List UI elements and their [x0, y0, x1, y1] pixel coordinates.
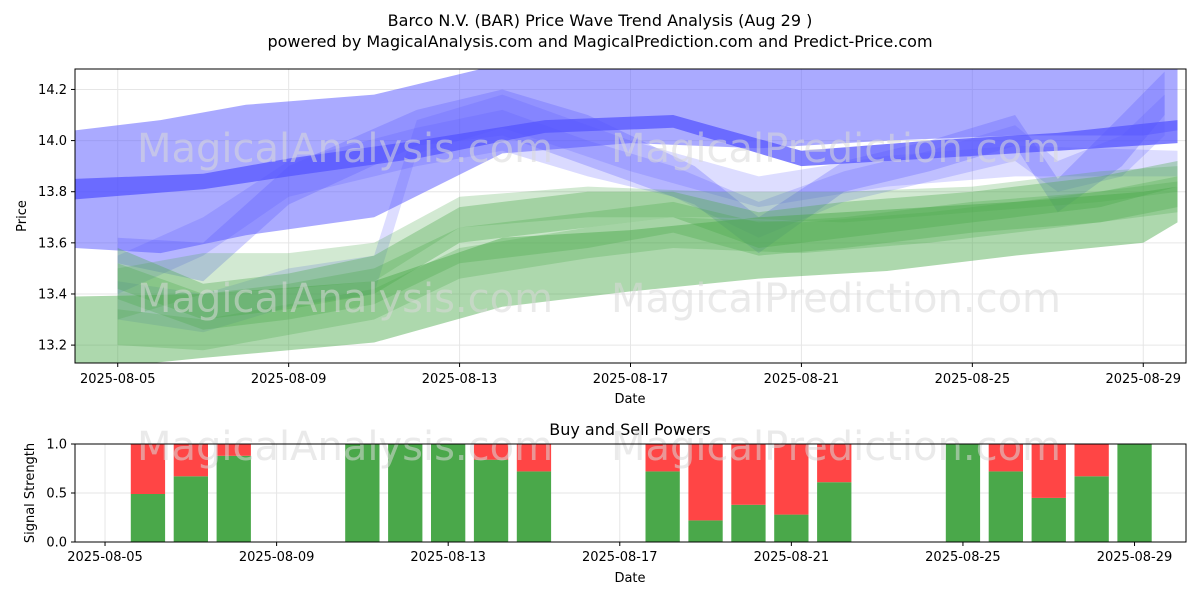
- watermark-left-bottom: MagicalAnalysis.com: [137, 424, 553, 470]
- sell-bar: [688, 444, 723, 521]
- buy-bar: [645, 471, 680, 542]
- sell-bar: [817, 444, 852, 483]
- signal-axis-ticks: 0.0 0.5 1.0 2025-08-05 2025-08-09 2025-08-13 2…: [46, 438, 1172, 566]
- buy-bar: [988, 471, 1023, 542]
- sell-bar: [173, 444, 208, 477]
- signal-x-tick-label: 2025-08-21: [754, 550, 830, 565]
- price-x-tick-label: 2025-08-13: [422, 372, 498, 387]
- watermark-right-mid: MagicalPrediction.com: [611, 276, 1061, 322]
- buy-bar: [1117, 444, 1152, 542]
- price-x-tick-label: 2025-08-29: [1105, 372, 1181, 387]
- watermark-left-mid: MagicalAnalysis.com: [137, 276, 553, 322]
- buy-bar: [388, 444, 423, 542]
- price-y-tick-label: 13.8: [38, 185, 67, 200]
- price-band-blue-4: [117, 94, 1178, 333]
- buy-bar: [774, 514, 809, 542]
- sell-bar: [774, 444, 809, 515]
- signal-x-tick-label: 2025-08-17: [582, 550, 658, 565]
- signal-x-tick-label: 2025-08-05: [67, 550, 143, 565]
- signal-x-tick-label: 2025-08-13: [410, 550, 486, 565]
- signal-x-axis-label: Date: [614, 571, 645, 586]
- price-axis-ticks: 13.2 13.4 13.6 13.8 14.0 14.2 2025-08-05 2025-0…: [38, 83, 1181, 387]
- sell-bar: [645, 444, 680, 472]
- price-y-tick-label: 13.2: [38, 339, 67, 354]
- signal-x-tick-label: 2025-08-09: [239, 550, 315, 565]
- signal-y-axis-label: Signal Strength: [23, 443, 38, 543]
- chart-title: Barco N.V. (BAR) Price Wave Trend Analys…: [388, 11, 813, 30]
- signal-panel-title: Buy and Sell Powers: [549, 420, 711, 439]
- price-band-blue-2: [117, 71, 1165, 282]
- buy-bar: [345, 444, 380, 542]
- price-bands: [75, 69, 1178, 363]
- price-x-tick-label: 2025-08-25: [935, 372, 1011, 387]
- buy-bar: [1031, 497, 1066, 542]
- price-y-axis-label: Price: [15, 200, 30, 232]
- price-y-tick-label: 14.2: [38, 83, 67, 98]
- buy-bar: [473, 459, 509, 542]
- price-x-tick-label: 2025-08-17: [593, 372, 669, 387]
- buy-bar: [173, 476, 208, 542]
- sell-bar: [1031, 444, 1066, 498]
- sell-bar: [473, 444, 509, 460]
- buy-bar: [688, 520, 723, 542]
- watermark-right-bottom: MagicalPrediction.com: [611, 424, 1061, 470]
- buy-bar: [516, 471, 552, 542]
- sell-bar: [988, 444, 1023, 472]
- price-band-blue-3: [117, 94, 1165, 294]
- signal-y-tick-label: 0.0: [46, 536, 67, 551]
- signal-x-tick-label: 2025-08-29: [1097, 550, 1173, 565]
- watermark-left-top: MagicalAnalysis.com: [137, 126, 553, 172]
- sell-bar: [1074, 444, 1109, 477]
- price-band-green-9: [117, 166, 1178, 320]
- price-band-green-8: [117, 181, 1178, 351]
- sell-bar: [516, 444, 552, 472]
- price-panel: MagicalAnalysis.com MagicalPrediction.co…: [15, 68, 1187, 407]
- price-y-tick-label: 13.6: [38, 236, 67, 251]
- price-y-tick-label: 13.4: [38, 287, 67, 302]
- buy-bar: [431, 444, 466, 542]
- price-band-green-7: [117, 176, 1178, 330]
- sell-bar: [731, 444, 766, 505]
- signal-y-tick-label: 1.0: [46, 438, 67, 453]
- signal-bars: [130, 444, 1152, 542]
- price-band-green-5: [75, 186, 1178, 363]
- signal-x-tick-label: 2025-08-25: [925, 550, 1001, 565]
- price-y-tick-label: 14.0: [38, 134, 67, 149]
- price-x-axis-label: Date: [614, 392, 645, 407]
- chart-subtitle: powered by MagicalAnalysis.com and Magic…: [267, 32, 932, 51]
- price-x-tick-label: 2025-08-05: [80, 372, 156, 387]
- buy-bar: [817, 482, 852, 542]
- price-band-green-6: [117, 161, 1178, 320]
- price-x-tick-label: 2025-08-09: [251, 372, 327, 387]
- watermark-right-top: MagicalPrediction.com: [611, 126, 1061, 172]
- buy-bar: [945, 444, 981, 542]
- buy-bar: [130, 494, 166, 542]
- buy-bar: [731, 504, 766, 542]
- buy-bar: [1074, 476, 1109, 542]
- price-x-tick-label: 2025-08-21: [764, 372, 840, 387]
- signal-panel: Buy and Sell Powers MagicalAnalysis.com …: [23, 420, 1187, 586]
- sell-bar: [130, 444, 166, 494]
- signal-y-tick-label: 0.5: [46, 487, 67, 502]
- price-band-blue-0: [75, 69, 1178, 254]
- buy-bar: [216, 455, 251, 542]
- sell-bar: [216, 444, 251, 456]
